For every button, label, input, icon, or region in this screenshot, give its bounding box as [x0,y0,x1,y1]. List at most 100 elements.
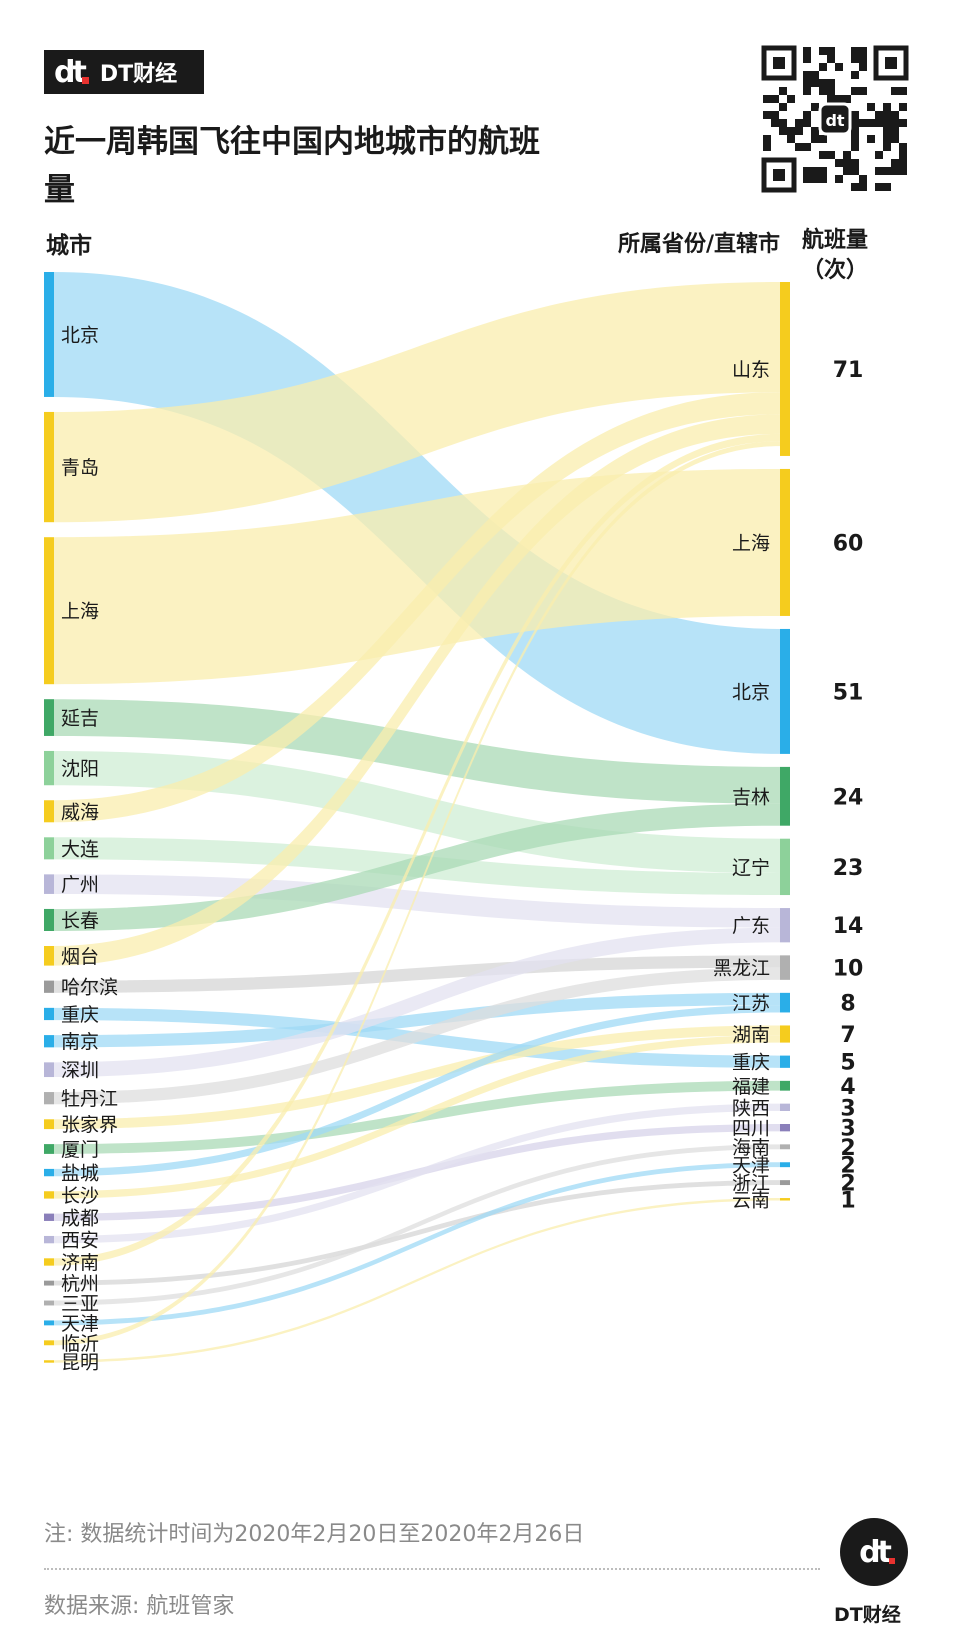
target-value-label: 1 [840,1188,855,1213]
link-昆明-云南 [54,1198,780,1363]
target-label: 浙江 [732,1173,770,1195]
source-label: 成都 [61,1207,99,1229]
target-value-label: 2 [840,1154,855,1179]
source-label: 临沂 [61,1333,99,1355]
target-value-label: 14 [833,914,864,939]
target-label: 黑龙江 [713,958,770,980]
target-bar-浙江 [780,1180,790,1186]
source-label: 哈尔滨 [61,977,118,999]
link-沈阳-辽宁 [54,750,780,873]
source-bar-沈阳 [44,750,54,786]
link-三亚-海南 [54,1144,780,1306]
source-label: 杭州 [61,1273,99,1295]
brand-logo: dt DT财经 [44,50,204,94]
target-bar-上海 [780,468,790,616]
target-value-label: 3 [840,1117,855,1142]
divider [44,1568,820,1570]
target-bar-辽宁 [780,838,790,896]
target-value-label: 3 [840,1096,855,1121]
footer-brand: DT财经 [834,1604,901,1626]
link-烟台-山东 [54,414,780,966]
target-label: 云南 [732,1189,770,1211]
source-label: 天津 [61,1313,99,1335]
link-天津-天津 [54,1162,780,1326]
source-label: 厦门 [61,1139,99,1161]
source-bar-威海 [44,800,54,823]
target-label: 江苏 [732,993,770,1015]
source-label: 广州 [61,874,99,896]
qr-code-icon: dt [760,44,910,194]
link-深圳-广东 [54,927,780,1078]
target-bar-四川 [780,1124,790,1132]
source-label: 沈阳 [61,758,99,780]
source-bar-长沙 [44,1191,54,1199]
target-bar-江苏 [780,992,790,1013]
source-bar-盐城 [44,1168,54,1177]
target-label: 吉林 [732,786,770,808]
source-bar-杭州 [44,1280,54,1286]
source-label: 深圳 [61,1060,99,1082]
target-label: 广东 [732,915,770,937]
source-bar-三亚 [44,1300,54,1306]
target-bar-广东 [780,908,790,943]
source-bar-昆明 [44,1360,54,1363]
source-label: 延吉 [61,708,99,730]
source-bar-西安 [44,1235,54,1244]
target-label: 重庆 [732,1052,770,1074]
brand-name: DT财经 [99,62,178,87]
target-value-label: 71 [833,358,864,383]
header-flights: 航班量 （次） [802,228,869,283]
source-label: 昆明 [61,1351,99,1373]
source-label: 威海 [61,801,99,823]
source-note: 数据来源: 航班管家 [44,1594,235,1619]
source-bar-临沂 [44,1340,54,1346]
target-bar-湖南 [780,1025,790,1043]
target-label: 辽宁 [732,857,770,879]
source-label: 西安 [61,1230,99,1252]
target-label: 海南 [732,1137,770,1159]
target-value-label: 4 [840,1075,855,1100]
source-bar-大连 [44,837,54,860]
target-bar-北京 [780,628,790,754]
source-bar-延吉 [44,699,54,736]
target-label: 天津 [732,1155,770,1177]
link-延吉-吉林 [54,699,780,804]
link-青岛-山东 [54,282,780,523]
link-威海-山东 [54,392,780,823]
source-bar-济南 [44,1258,54,1266]
header-city: 城市 [46,233,92,259]
source-bar-牡丹江 [44,1092,54,1105]
source-bar-深圳 [44,1062,54,1078]
source-bar-天津 [44,1320,54,1326]
source-label: 烟台 [61,946,99,968]
target-bar-重庆 [780,1055,790,1068]
link-西安-陕西 [54,1103,780,1244]
target-value-label: 5 [840,1051,855,1076]
sankey-nodes: 北京青岛上海延吉沈阳威海大连广州长春烟台哈尔滨重庆南京深圳牡丹江张家界厦门盐城长… [44,272,863,1373]
target-label: 湖南 [732,1024,770,1046]
source-bar-长春 [44,908,54,931]
source-bar-烟台 [44,946,54,966]
link-广州-广东 [54,874,780,928]
target-bar-山东 [780,282,790,456]
target-value-label: 51 [833,680,864,705]
target-label: 陕西 [732,1097,770,1119]
target-bar-海南 [780,1144,790,1150]
target-value-label: 24 [833,785,864,810]
target-value-label: 60 [833,531,864,556]
header-province: 所属省份/直辖市 [618,232,781,257]
target-bar-吉林 [780,766,790,826]
svg-text:dt: dt [825,111,844,130]
link-南京-江苏 [54,992,780,1048]
target-label: 山东 [732,359,770,381]
source-label: 大连 [61,838,99,860]
link-张家界-湖南 [54,1025,780,1130]
target-label: 上海 [732,532,770,554]
source-bar-重庆 [44,1007,54,1021]
target-bar-福建 [780,1080,790,1091]
source-bar-厦门 [44,1144,54,1154]
target-bar-黑龙江 [780,955,790,980]
source-bar-哈尔滨 [44,980,54,993]
source-bar-成都 [44,1213,54,1221]
